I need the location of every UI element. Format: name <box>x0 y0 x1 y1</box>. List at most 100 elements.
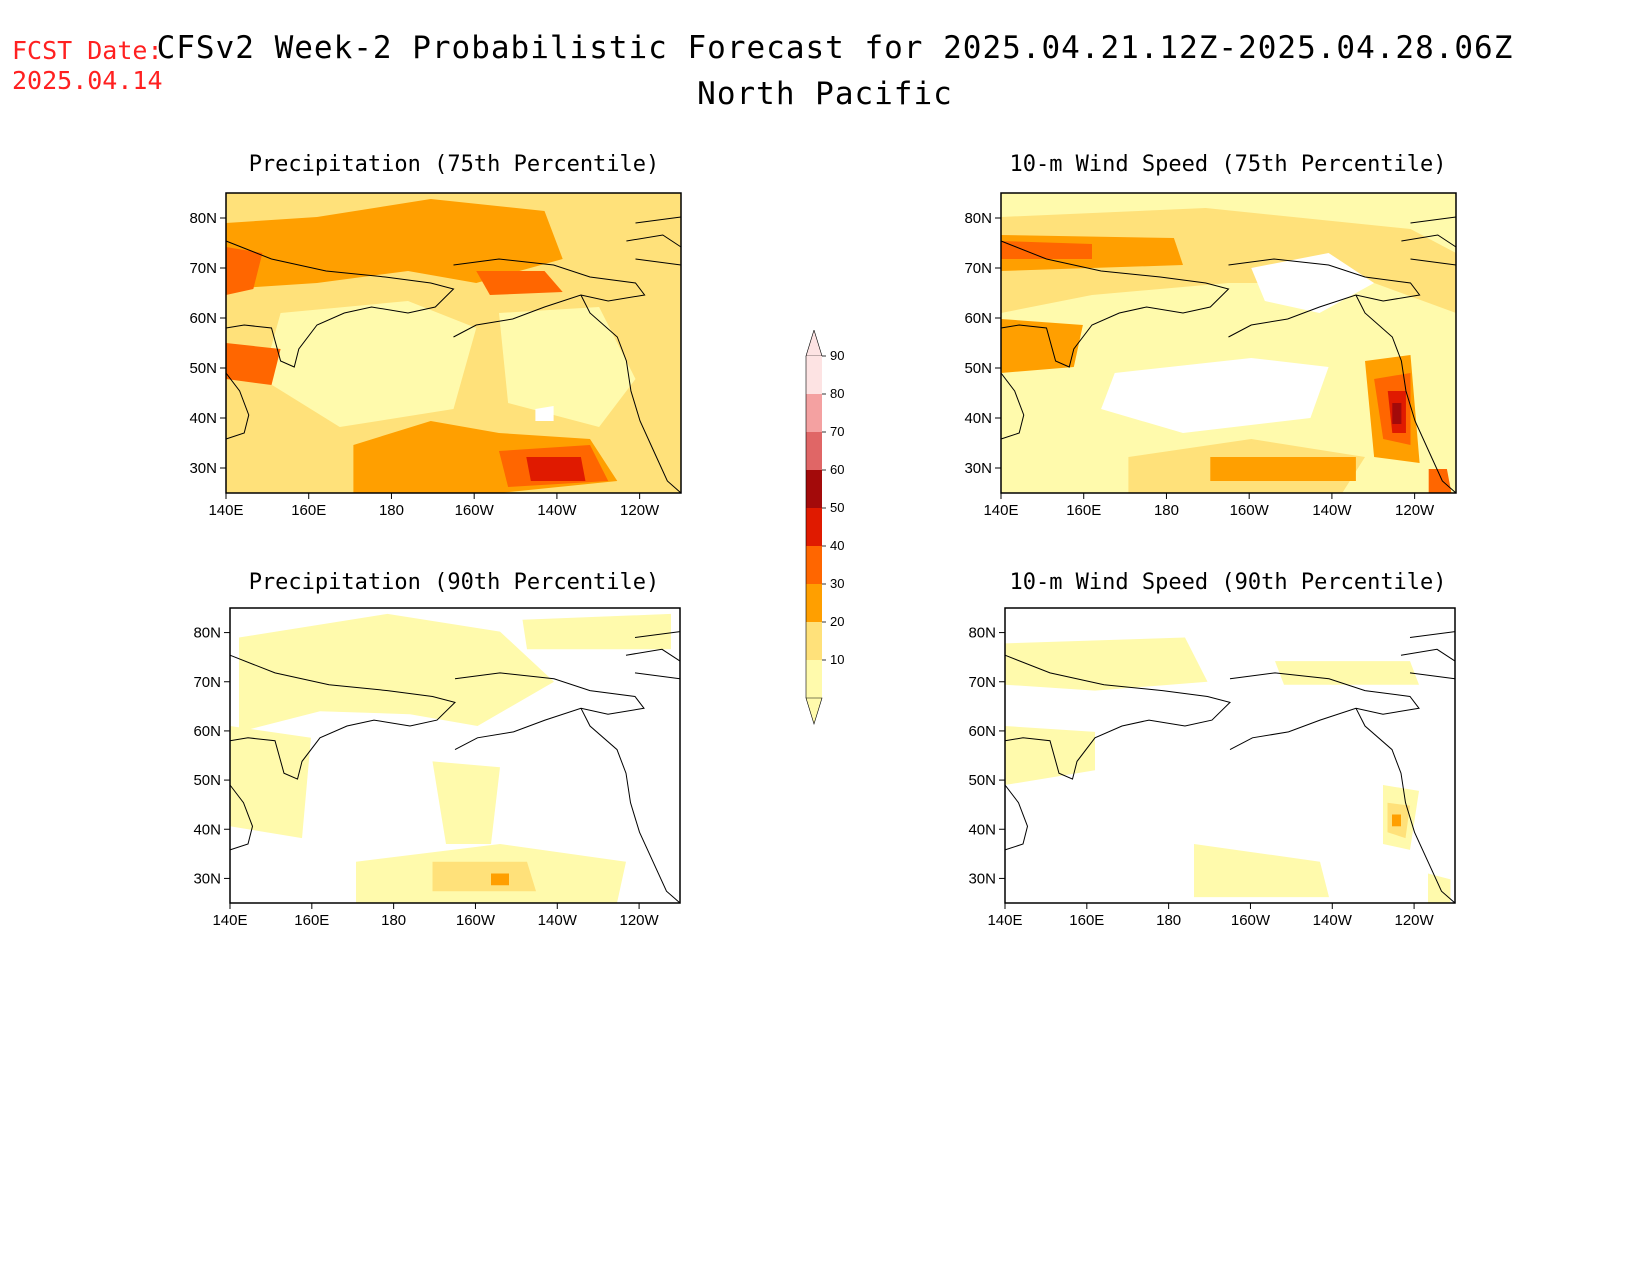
contour-region <box>526 457 586 481</box>
lon-tick-label: 140E <box>987 912 1022 929</box>
map-frame <box>1004 607 1456 904</box>
colorbar-swatch <box>806 660 822 698</box>
coastline <box>225 240 455 368</box>
panel-title-precip-75: Precipitation (75th Percentile) <box>248 152 660 177</box>
contour-region <box>1101 358 1329 433</box>
map-precip-75: 80N 70N 60N 50N 40N 30N 140E 160E 180 160W 140W 120… <box>189 192 682 519</box>
colorbar-swatch <box>806 584 822 622</box>
contour-region <box>1275 661 1419 685</box>
coastline <box>1228 258 1421 338</box>
lat-tick-label: 30N <box>968 870 996 887</box>
contour-region <box>262 301 477 427</box>
colorbar-label: 30 <box>830 576 844 591</box>
colorbar-label: 70 <box>830 424 844 439</box>
lon-tick-label: 140E <box>208 502 243 519</box>
lon-tick-label: 160E <box>291 502 326 519</box>
lat-tick-label: 80N <box>964 210 992 227</box>
lon-tick-label: 160W <box>456 912 496 929</box>
lat-tick-label: 60N <box>193 723 221 740</box>
contour-region <box>1392 403 1402 424</box>
lat-tick-label: 60N <box>964 310 992 327</box>
lon-tick-label: 160E <box>1069 912 1104 929</box>
lat-tick-label: 80N <box>189 210 217 227</box>
fcst-date-label: FCST Date: <box>12 36 163 65</box>
coastline <box>1004 654 1231 780</box>
lon-tick-label: 160W <box>1231 912 1271 929</box>
contour-region <box>1005 637 1208 691</box>
map-wind-90: 80N 70N 60N 50N 40N 30N 140E 160E 180 160W 140W 120… <box>968 607 1456 929</box>
contour-region <box>499 307 636 427</box>
lat-tick-label: 70N <box>968 674 996 691</box>
coastline <box>1409 631 1456 638</box>
contour-region <box>239 613 554 732</box>
contour-region <box>1194 844 1329 898</box>
coastline <box>225 372 250 440</box>
coastline <box>229 784 254 851</box>
coastline <box>453 258 646 338</box>
contour-region <box>1001 241 1092 259</box>
coastline <box>1000 240 1230 368</box>
lat-tick-label: 30N <box>964 460 992 477</box>
coastline <box>1355 708 1456 904</box>
contour-region <box>491 873 509 886</box>
lon-tick-label: 180 <box>1156 912 1181 929</box>
panel-title-wind-90: 10-m Wind Speed (90th Percentile) <box>1009 570 1447 595</box>
contour-region <box>522 613 671 650</box>
lat-tick-label: 30N <box>189 460 217 477</box>
lat-tick-label: 70N <box>189 260 217 277</box>
lon-tick-label: 140W <box>538 912 578 929</box>
coastline <box>625 648 681 662</box>
map-frame <box>1000 192 1457 494</box>
lat-tick-label: 50N <box>964 360 992 377</box>
map-frame <box>229 607 681 904</box>
coastline <box>1410 258 1457 266</box>
lat-tick-label: 50N <box>968 772 996 789</box>
lat-tick-label: 80N <box>193 625 221 642</box>
lon-tick-label: 120W <box>1394 912 1434 929</box>
colorbar-swatch <box>806 432 822 470</box>
colorbar-swatch <box>806 470 822 508</box>
colorbar-label: 80 <box>830 386 844 401</box>
coastline <box>626 234 682 248</box>
coastline <box>1410 216 1457 224</box>
colorbar-label: 40 <box>830 538 844 553</box>
colorbar-label: 90 <box>830 348 844 363</box>
coastline <box>1000 372 1025 440</box>
lon-tick-label: 140E <box>983 502 1018 519</box>
colorbar-label: 20 <box>830 614 844 629</box>
colorbar-swatch <box>806 394 822 432</box>
lon-tick-label: 140W <box>537 502 577 519</box>
contour-region <box>535 406 554 421</box>
coastline <box>1400 648 1456 662</box>
lon-tick-label: 120W <box>1395 502 1435 519</box>
panel-title-wind-75: 10-m Wind Speed (75th Percentile) <box>1009 152 1447 177</box>
lat-tick-label: 30N <box>193 870 221 887</box>
coastline <box>580 708 681 904</box>
coastline <box>454 672 645 751</box>
lon-tick-label: 180 <box>381 912 406 929</box>
contour-region <box>226 343 281 385</box>
coastline <box>580 294 682 494</box>
contour-region <box>1428 469 1452 493</box>
colorbar-swatch <box>806 508 822 546</box>
colorbar: 90 80 70 60 50 40 30 20 10 <box>805 330 844 726</box>
map-wind-75: 80N 70N 60N 50N 40N 30N 140E 160E 180 160W 140W 120… <box>964 192 1457 519</box>
contour-region <box>1428 873 1451 903</box>
colorbar-label: 60 <box>830 462 844 477</box>
coastline <box>634 631 681 638</box>
contour-region <box>226 247 263 295</box>
contour-region <box>1001 319 1083 373</box>
lon-tick-label: 120W <box>619 912 659 929</box>
lat-tick-label: 80N <box>968 625 996 642</box>
colorbar-swatch <box>806 546 822 584</box>
lon-tick-label: 180 <box>379 502 404 519</box>
lon-tick-label: 120W <box>620 502 660 519</box>
lat-tick-label: 70N <box>964 260 992 277</box>
lon-tick-label: 140W <box>1312 502 1352 519</box>
lat-tick-label: 40N <box>968 821 996 838</box>
colorbar-swatch <box>806 356 822 394</box>
contour-region <box>476 271 563 295</box>
lat-tick-label: 40N <box>964 410 992 427</box>
contour-region <box>1001 208 1456 313</box>
lon-tick-label: 180 <box>1154 502 1179 519</box>
